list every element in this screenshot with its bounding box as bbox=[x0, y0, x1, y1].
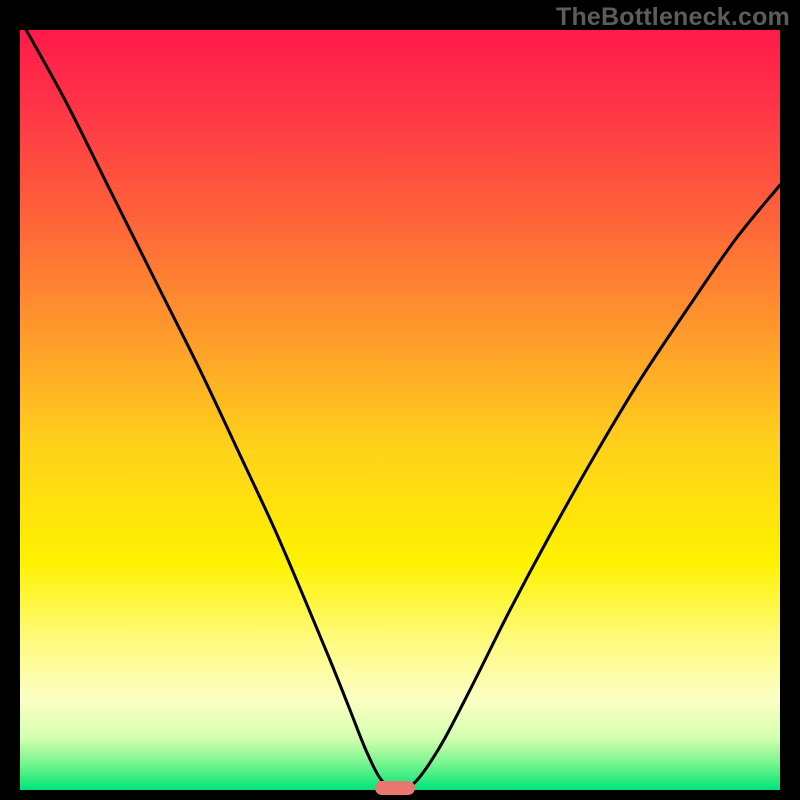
chart-container: TheBottleneck.com bbox=[0, 0, 800, 800]
plot-area bbox=[20, 30, 780, 790]
watermark-text: TheBottleneck.com bbox=[556, 3, 790, 32]
